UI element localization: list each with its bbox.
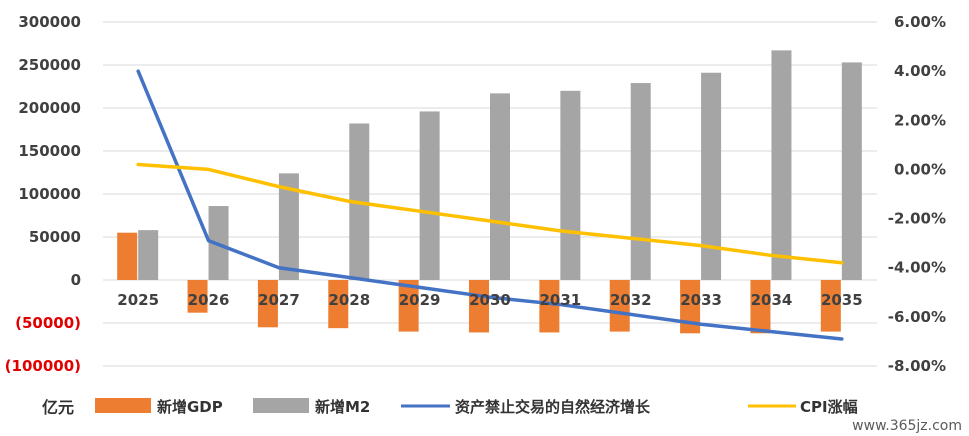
category-labels: 2025 2026 2027 2028 2029 2030 2031 2032 2033 2034… [117, 291, 862, 309]
bar-m2 [560, 90, 581, 280]
left-axis-unit-label: 亿元 [42, 398, 74, 417]
left-tick-label: 250000 [18, 56, 81, 74]
bar-gdp [117, 232, 138, 280]
left-tick-label: (100000) [5, 357, 81, 375]
bar-gdp [469, 280, 489, 333]
right-axis-ticks: -8.00% -6.00% -4.00% -2.00% 0.00% 2.00% 4.00% 6… [888, 13, 946, 375]
legend: 亿元 新增GDP 新增M2 资产禁止交易的自然经济增长 CPI涨幅 [42, 398, 858, 417]
category-label: 2028 [328, 291, 370, 309]
bar-gdp [609, 280, 630, 332]
bar-gdp [750, 280, 771, 334]
bar-gdp [257, 280, 278, 328]
category-label: 2031 [539, 291, 581, 309]
left-tick-label: 0 [71, 271, 81, 289]
left-tick-label: 50000 [29, 228, 81, 246]
watermark: www.365jz.com [852, 418, 962, 434]
line-cpi [136, 162, 844, 265]
category-label: 2030 [469, 291, 511, 309]
category-label: 2033 [680, 291, 722, 309]
legend-label-growth: 资产禁止交易的自然经济增长 [455, 398, 651, 416]
right-tick-label: -4.00% [888, 259, 946, 277]
bar-gdp [398, 280, 419, 332]
legend-swatch-m2 [253, 398, 309, 413]
legend-label-m2: 新增M2 [315, 398, 370, 416]
left-tick-label: 150000 [18, 142, 81, 160]
bar-gdp [187, 280, 208, 313]
left-tick-label: 200000 [18, 99, 81, 117]
bar-m2 [841, 62, 862, 280]
right-tick-label: 2.00% [894, 111, 946, 129]
right-tick-label: -2.00% [888, 210, 946, 228]
category-label: 2029 [399, 291, 441, 309]
bar-m2 [630, 83, 651, 280]
left-tick-label: 300000 [18, 13, 81, 31]
category-label: 2027 [258, 291, 300, 309]
lines [136, 69, 844, 341]
right-tick-label: -8.00% [888, 357, 946, 375]
bar-m2 [278, 173, 299, 280]
bar-m2 [419, 111, 440, 280]
right-tick-label: -6.00% [888, 308, 946, 326]
bar-m2 [490, 93, 510, 280]
right-tick-label: 4.00% [894, 62, 946, 80]
line-growth [136, 69, 844, 341]
category-label: 2025 [117, 291, 159, 309]
bar-m2 [138, 230, 159, 280]
legend-label-cpi: CPI涨幅 [800, 398, 858, 416]
category-label: 2034 [751, 291, 793, 309]
right-tick-label: 0.00% [894, 160, 946, 178]
bar-gdp [680, 280, 701, 334]
right-tick-label: 6.00% [894, 13, 946, 31]
bar-gdp [820, 280, 841, 332]
legend-swatch-gdp [95, 398, 151, 413]
bar-gdp [328, 280, 349, 329]
bar-gdp [539, 280, 560, 333]
bar-m2 [771, 50, 792, 280]
left-tick-label: (50000) [15, 314, 81, 332]
bar-m2 [701, 72, 722, 281]
category-label: 2032 [610, 291, 652, 309]
left-tick-label: 100000 [18, 185, 81, 203]
left-axis-ticks: (100000) (50000) 0 50000 100000 150000 200000 2… [5, 13, 81, 375]
category-label: 2035 [821, 291, 863, 309]
legend-label-gdp: 新增GDP [157, 398, 223, 416]
category-label: 2026 [188, 291, 230, 309]
